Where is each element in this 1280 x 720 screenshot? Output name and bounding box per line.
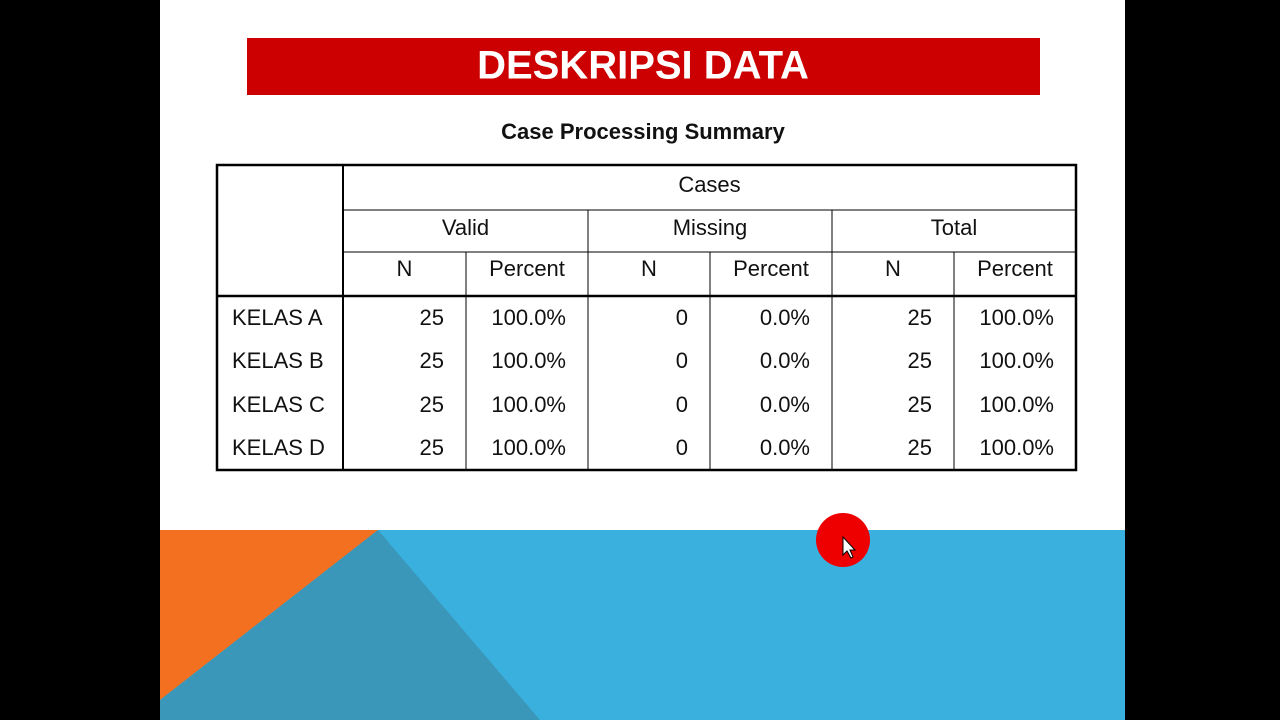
table-cell: 25 xyxy=(908,392,932,417)
column-header: N xyxy=(885,256,901,281)
table-cell: 25 xyxy=(908,305,932,330)
table-cell: 25 xyxy=(420,305,444,330)
column-header: N xyxy=(397,256,413,281)
row-label: KELAS D xyxy=(232,435,325,460)
teal-shape xyxy=(160,530,540,720)
table-cell: 0.0% xyxy=(760,305,810,330)
table-cell: 0.0% xyxy=(760,435,810,460)
table-title: Case Processing Summary xyxy=(501,119,785,144)
table-cell: 100.0% xyxy=(491,392,566,417)
row-label: KELAS B xyxy=(232,348,324,373)
group-header: Cases xyxy=(678,172,740,197)
table-cell: 100.0% xyxy=(979,392,1054,417)
table-border xyxy=(215,163,1078,472)
table-cell: 0 xyxy=(676,435,688,460)
column-header: Percent xyxy=(489,256,565,281)
subgroup-header: Missing xyxy=(673,215,748,240)
mouse-cursor xyxy=(842,535,857,559)
subgroup-header: Valid xyxy=(442,215,489,240)
table-cell: 0 xyxy=(676,392,688,417)
table-cell: 100.0% xyxy=(491,435,566,460)
table-cell: 25 xyxy=(420,348,444,373)
column-header: Percent xyxy=(733,256,809,281)
table-cell: 0.0% xyxy=(760,392,810,417)
row-label: KELAS A xyxy=(232,305,323,330)
table-cell: 100.0% xyxy=(979,348,1054,373)
subgroup-header: Total xyxy=(931,215,977,240)
table-cell: 100.0% xyxy=(979,305,1054,330)
column-header: N xyxy=(641,256,657,281)
table-cell: 0 xyxy=(676,305,688,330)
table-cell: 100.0% xyxy=(491,348,566,373)
column-header: Percent xyxy=(977,256,1053,281)
table-cell: 0 xyxy=(676,348,688,373)
table-cell: 25 xyxy=(908,348,932,373)
table-cell: 25 xyxy=(908,435,932,460)
table-cell: 100.0% xyxy=(979,435,1054,460)
title-bar xyxy=(247,38,1040,95)
table-cell: 25 xyxy=(420,392,444,417)
table-cell: 25 xyxy=(420,435,444,460)
table-cell: 0.0% xyxy=(760,348,810,373)
row-label: KELAS C xyxy=(232,392,325,417)
summary-table: Cases Valid Missing Total N Percent N Percent N P… xyxy=(215,163,1078,472)
table-cell: 100.0% xyxy=(491,305,566,330)
slide-title: DESKRIPSI DATA xyxy=(477,44,809,88)
